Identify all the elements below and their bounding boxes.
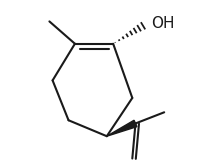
Text: OH: OH bbox=[151, 16, 175, 31]
Polygon shape bbox=[107, 120, 137, 136]
